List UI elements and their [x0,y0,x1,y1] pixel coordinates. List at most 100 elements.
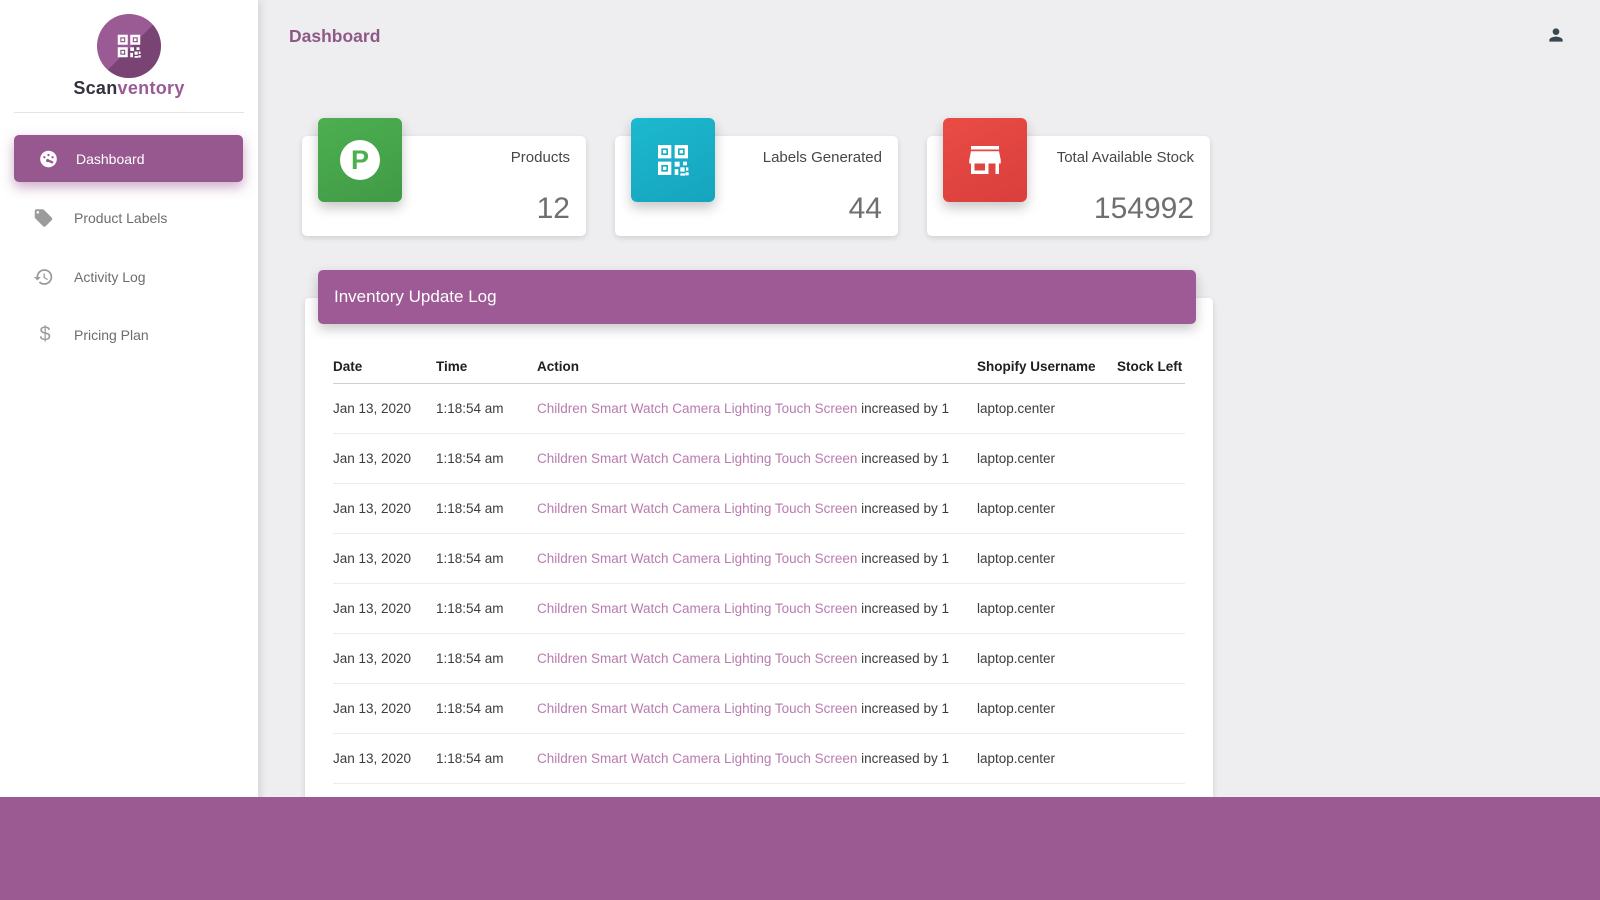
row-time: 1:18:54 am [436,651,504,666]
stat-label: Total Available Stock [1056,149,1194,166]
row-action: Children Smart Watch Camera Lighting Tou… [537,701,977,716]
table-row: Jan 13, 2020 1:18:54 am Children Smart W… [333,384,1185,434]
table-row: Jan 13, 2020 1:18:54 am Children Smart W… [333,434,1185,484]
qr-code-icon [117,34,141,58]
action-text: increased by 1 [857,401,949,416]
action-text: increased by 1 [857,651,949,666]
brand-name-secondary: ventory [117,78,185,98]
stat-label: Products [510,149,570,166]
inventory-log-card: Date Time Action Shopify Username Stock … [305,298,1213,838]
brand-logo[interactable] [97,14,161,78]
column-header-time: Time [436,359,468,374]
row-action: Children Smart Watch Camera Lighting Tou… [537,401,977,416]
product-link[interactable]: Children Smart Watch Camera Lighting Tou… [537,501,858,516]
row-username: laptop.center [977,751,1056,766]
stat-label: Labels Generated [762,149,882,166]
action-text: increased by 1 [857,451,949,466]
sidebar-item-dashboard[interactable]: Dashboard [14,135,243,182]
sidebar-item-activity-log[interactable]: Activity Log [0,253,258,301]
row-date: Jan 13, 2020 [333,751,412,766]
row-time: 1:18:54 am [436,551,504,566]
row-username: laptop.center [977,451,1056,466]
column-header-date: Date [333,359,363,374]
row-time: 1:18:54 am [436,701,504,716]
inventory-log-table: Date Time Action Shopify Username Stock … [333,350,1185,834]
user-account-button[interactable] [1546,25,1566,45]
dollar-icon: $ [39,323,51,346]
row-time: 1:18:54 am [436,401,504,416]
action-text: increased by 1 [857,601,949,616]
row-date: Jan 13, 2020 [333,401,412,416]
action-text: increased by 1 [857,501,949,516]
sidebar-divider [14,112,244,113]
sidebar-item-label: Pricing Plan [74,327,149,343]
table-row: Jan 13, 2020 1:18:54 am Children Smart W… [333,734,1185,784]
page-title: Dashboard [289,26,381,46]
table-row: Jan 13, 2020 1:18:54 am Children Smart W… [333,684,1185,734]
row-date: Jan 13, 2020 [333,601,412,616]
sidebar-item-label: Activity Log [74,269,146,285]
person-icon [1549,28,1563,42]
row-action: Children Smart Watch Camera Lighting Tou… [537,551,977,566]
table-row: Jan 13, 2020 1:18:54 am Children Smart W… [333,634,1185,684]
row-username: laptop.center [977,601,1056,616]
action-text: increased by 1 [857,751,949,766]
action-text: increased by 1 [857,551,949,566]
product-link[interactable]: Children Smart Watch Camera Lighting Tou… [537,701,858,716]
row-action: Children Smart Watch Camera Lighting Tou… [537,451,977,466]
product-link[interactable]: Children Smart Watch Camera Lighting Tou… [537,401,858,416]
stat-value: 154992 [1093,192,1194,225]
row-username: laptop.center [977,551,1056,566]
sidebar-item-pricing-plan[interactable]: $ Pricing Plan [0,311,258,359]
row-action: Children Smart Watch Camera Lighting Tou… [537,751,977,766]
column-header-username: Shopify Username [977,359,1096,374]
table-body: Jan 13, 2020 1:18:54 am Children Smart W… [333,384,1185,834]
row-action: Children Smart Watch Camera Lighting Tou… [537,501,977,516]
sidebar-item-label: Dashboard [76,150,145,167]
row-date: Jan 13, 2020 [333,501,412,516]
tag-icon [33,208,57,229]
column-header-action: Action [537,359,579,374]
row-username: laptop.center [977,501,1056,516]
store-icon [943,118,1027,202]
product-p-icon: P [318,118,402,202]
row-date: Jan 13, 2020 [333,551,412,566]
sidebar-item-product-labels[interactable]: Product Labels [0,194,258,242]
row-date: Jan 13, 2020 [333,701,412,716]
row-date: Jan 13, 2020 [333,651,412,666]
page-footer [0,797,1600,900]
row-username: laptop.center [977,401,1056,416]
product-link[interactable]: Children Smart Watch Camera Lighting Tou… [537,751,858,766]
table-row: Jan 13, 2020 1:18:54 am Children Smart W… [333,584,1185,634]
row-action: Children Smart Watch Camera Lighting Tou… [537,651,977,666]
row-action: Children Smart Watch Camera Lighting Tou… [537,601,977,616]
row-date: Jan 13, 2020 [333,451,412,466]
product-link[interactable]: Children Smart Watch Camera Lighting Tou… [537,451,858,466]
row-time: 1:18:54 am [436,601,504,616]
row-username: laptop.center [977,701,1056,716]
table-row: Jan 13, 2020 1:18:54 am Children Smart W… [333,534,1185,584]
table-row: Jan 13, 2020 1:18:54 am Children Smart W… [333,484,1185,534]
product-link[interactable]: Children Smart Watch Camera Lighting Tou… [537,551,858,566]
action-text: increased by 1 [857,701,949,716]
inventory-log-banner: Inventory Update Log [318,270,1196,324]
brand-name-primary: Scan [73,78,118,98]
stat-value: 44 [848,192,882,225]
history-icon [33,267,57,288]
row-time: 1:18:54 am [436,451,504,466]
row-time: 1:18:54 am [436,751,504,766]
table-header-row: Date Time Action Shopify Username Stock … [333,350,1185,384]
stat-card-total-stock: Total Available Stock 154992 [927,118,1210,236]
row-username: laptop.center [977,651,1056,666]
stat-card-products: P Products 12 [302,118,586,236]
stat-card-labels-generated: Labels Generated 44 [615,118,898,236]
brand-name[interactable]: Scanventory [0,78,258,99]
speedometer-icon [38,148,62,169]
sidebar: Scanventory Dashboard Pro [0,0,258,900]
product-link[interactable]: Children Smart Watch Camera Lighting Tou… [537,651,858,666]
column-header-stock-left: Stock Left [1117,359,1183,374]
row-time: 1:18:54 am [436,501,504,516]
inventory-log-title: Inventory Update Log [334,287,497,306]
product-link[interactable]: Children Smart Watch Camera Lighting Tou… [537,601,858,616]
